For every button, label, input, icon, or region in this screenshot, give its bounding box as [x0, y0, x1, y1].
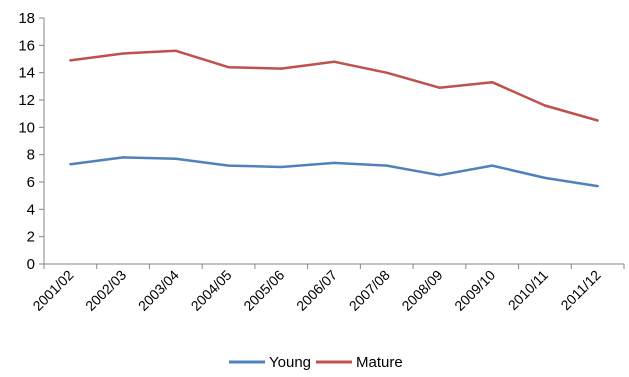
y-tick-label: 18: [18, 10, 35, 27]
x-tick-label: 2005/06: [240, 267, 287, 314]
x-tick-label: 2002/03: [82, 267, 129, 314]
x-tick-label: 2007/08: [346, 267, 393, 314]
data-point-young: [385, 164, 388, 167]
y-tick-label: 12: [18, 92, 35, 109]
data-point-mature: [174, 49, 178, 52]
y-axis-ticks: 0 2 4 6 8 10 12 14 16 18: [18, 10, 44, 273]
data-point-young: [227, 164, 230, 167]
data-point-young: [543, 176, 547, 180]
x-tick-label: 2004/05: [188, 267, 235, 314]
data-point-mature: [280, 67, 283, 70]
x-tick-label: 2009/10: [451, 267, 498, 314]
x-tick-label: 2010/11: [505, 267, 552, 314]
x-tick-label: 2011/12: [557, 267, 604, 314]
y-tick-label: 8: [27, 147, 35, 164]
legend-label-mature: Mature: [356, 354, 403, 371]
x-axis-ticks: 2001/02 2002/03 2003/04 2004/05 2005/06 2006/…: [29, 264, 625, 314]
data-point-mature: [438, 86, 441, 89]
legend-label-young: Young: [269, 354, 311, 371]
chart-legend: Young Mature: [229, 354, 403, 371]
data-point-young: [121, 156, 125, 159]
data-point-mature: [596, 119, 599, 122]
data-point-young: [69, 163, 72, 166]
y-tick-label: 2: [27, 229, 35, 246]
data-point-mature: [121, 52, 125, 55]
chart-axes: [43, 18, 624, 265]
x-tick-label: 2008/09: [398, 267, 445, 314]
data-point-mature: [385, 71, 388, 74]
y-tick-label: 6: [27, 174, 35, 191]
data-point-young: [438, 173, 441, 177]
chart-series: [69, 49, 599, 188]
x-tick-label: 2006/07: [293, 267, 340, 314]
data-point-mature: [227, 66, 230, 69]
data-point-young: [596, 184, 599, 188]
data-point-young: [280, 165, 283, 169]
y-tick-label: 0: [27, 256, 35, 273]
data-point-mature: [543, 104, 547, 107]
y-tick-label: 16: [18, 37, 35, 54]
y-tick-label: 10: [18, 119, 35, 136]
data-point-mature: [332, 60, 336, 63]
y-tick-label: 14: [18, 65, 35, 82]
data-point-young: [490, 164, 494, 167]
data-point-young: [332, 161, 336, 165]
data-point-mature: [69, 59, 72, 62]
data-point-mature: [490, 81, 494, 84]
data-point-young: [174, 157, 178, 160]
x-tick-label: 2001/02: [29, 267, 76, 314]
y-tick-label: 4: [27, 201, 35, 218]
x-tick-label: 2003/04: [135, 267, 182, 314]
